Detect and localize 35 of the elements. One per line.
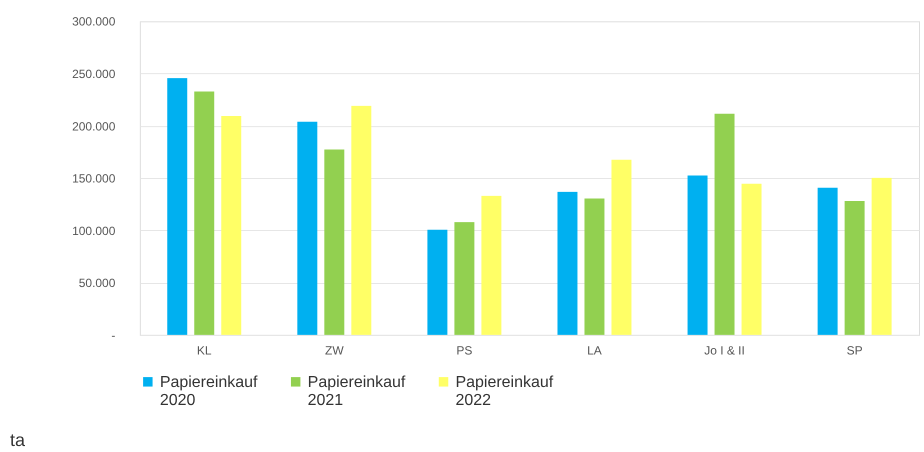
bar: [481, 196, 502, 335]
x-tick-label: ZW: [325, 343, 344, 358]
y-tick-label: 250.000: [72, 66, 116, 81]
bar: [167, 78, 188, 335]
x-tick-label: LA: [587, 343, 602, 358]
bar: [194, 91, 214, 335]
x-tick-label: SP: [846, 343, 863, 358]
y-tick-label: 100.000: [72, 224, 116, 238]
bar: [714, 114, 735, 335]
y-tick-label: 50.000: [78, 276, 116, 290]
y-tick-label: 200.000: [72, 119, 116, 134]
bar: [297, 122, 318, 335]
legend-label: Papiereinkauf 2022: [456, 374, 554, 409]
bar: [611, 160, 632, 335]
bar: [872, 178, 892, 335]
y-tick-label: 150.000: [72, 172, 116, 186]
text: ta: [10, 430, 25, 450]
bar: [221, 116, 242, 335]
legend-label: Papiereinkauf 2020: [160, 374, 258, 409]
bar: [454, 222, 474, 335]
y-tick-label: -: [111, 328, 116, 342]
x-tick-label: Jo I & II: [704, 343, 745, 358]
bar: [584, 198, 604, 335]
bar: [351, 106, 372, 335]
bar: [324, 150, 344, 335]
bar: [818, 188, 838, 335]
legend-label: Papiereinkauf 2021: [308, 374, 406, 409]
bar: [557, 192, 578, 335]
x-tick-label: KL: [196, 343, 212, 358]
bar: [427, 230, 448, 335]
y-tick-label: 300.000: [72, 14, 116, 29]
bar: [742, 184, 762, 335]
bar: [688, 176, 708, 335]
x-tick-label: PS: [456, 343, 472, 358]
bar: [844, 201, 865, 335]
